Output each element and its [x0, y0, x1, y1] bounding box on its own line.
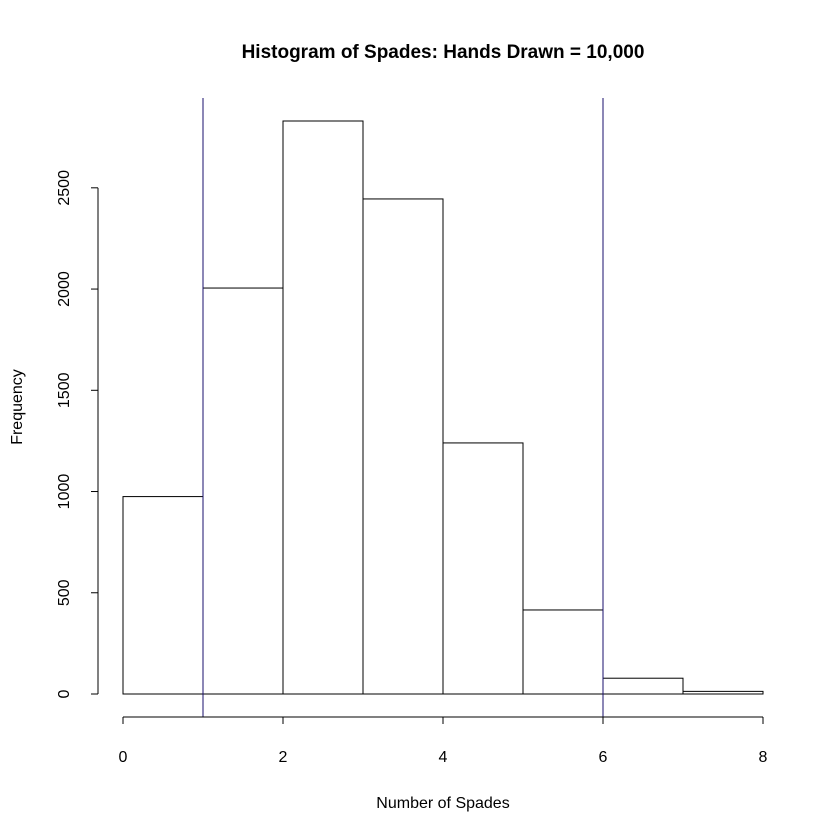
bar-bin-7: [682, 690, 764, 695]
bars-group: [122, 120, 764, 695]
bar-bin-5: [522, 609, 604, 695]
chart-title: Histogram of Spades: Hands Drawn = 10,00…: [242, 42, 645, 63]
x-tick-label-4: 8: [759, 749, 768, 766]
y-tick-label-1: 500: [56, 579, 73, 606]
bar-bin-0: [122, 496, 204, 695]
y-tick-label-2: 1000: [56, 474, 73, 510]
y-tick-label-3: 1500: [56, 372, 73, 408]
bar-bin-2: [282, 120, 364, 695]
x-tick-label-2: 4: [439, 749, 448, 766]
x-tick-label-0: 0: [119, 749, 128, 766]
y-axis: 0 500 1000 1500 2000 2500: [56, 170, 99, 698]
x-axis-label: Number of Spades: [376, 795, 509, 812]
x-axis: 0 2 4 6 8: [119, 716, 768, 766]
bar-bin-4: [442, 442, 524, 695]
y-tick-label-4: 2000: [56, 271, 73, 307]
y-axis-label: Frequency: [9, 369, 26, 445]
bar-bin-1: [202, 287, 284, 695]
x-tick-label-3: 6: [599, 749, 608, 766]
y-tick-label-0: 0: [56, 689, 73, 698]
y-tick-label-5: 2500: [56, 170, 73, 206]
bar-bin-6: [602, 677, 684, 695]
bar-bin-3: [362, 198, 444, 695]
reference-lines-group: [202, 98, 604, 717]
x-tick-label-1: 2: [279, 749, 288, 766]
